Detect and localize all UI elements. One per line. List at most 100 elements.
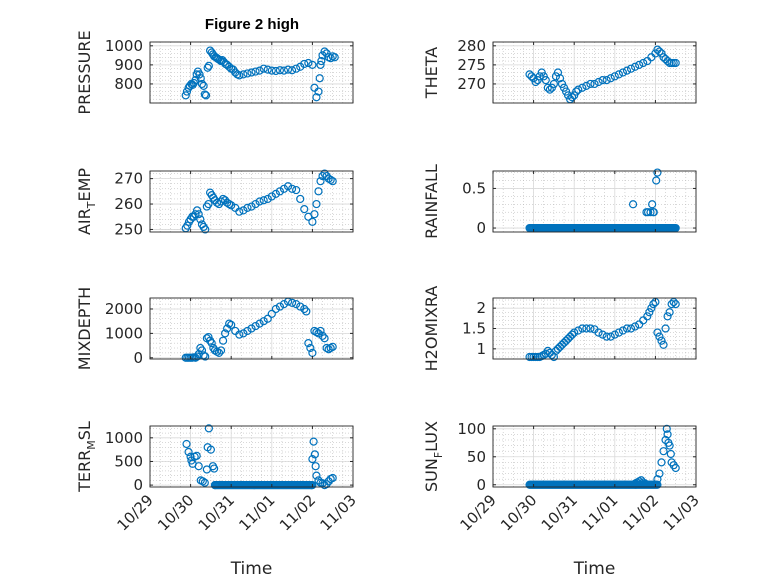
x-tick-label: 10/29: [457, 491, 500, 534]
data-point: [310, 210, 319, 219]
data-point: [255, 197, 264, 206]
data-point: [663, 430, 672, 439]
data-point: [663, 312, 672, 321]
data-point: [570, 328, 579, 337]
data-point: [194, 462, 203, 471]
y-axis-label: TERRMSL: [75, 421, 98, 493]
x-tick-label: 11/03: [317, 491, 360, 534]
x-axis-label: Time: [573, 559, 616, 579]
data-point: [216, 197, 226, 206]
data-point: [314, 87, 323, 96]
data-point: [606, 332, 615, 341]
data-point: [283, 65, 293, 74]
data-point: [200, 90, 209, 99]
data-point: [578, 324, 587, 333]
y-label-main: TERR: [75, 450, 94, 493]
data-point: [194, 210, 203, 219]
data-point: [582, 324, 591, 333]
y-tick-label: 275: [457, 56, 486, 74]
data-point: [578, 83, 587, 92]
data-point: [271, 304, 280, 314]
data-point: [618, 326, 628, 335]
axes-box: [492, 41, 697, 104]
data-point: [316, 326, 325, 336]
data-point: [292, 300, 301, 309]
x-tick-label: 11/02: [619, 491, 662, 534]
data-point: [235, 207, 244, 216]
data-point: [665, 308, 674, 317]
data-point: [204, 61, 213, 70]
y-label-rest: SL: [75, 421, 94, 440]
data-point: [306, 343, 315, 353]
data-point: [292, 64, 301, 73]
data-point: [191, 210, 200, 219]
data-point: [304, 58, 313, 68]
data-point: [288, 298, 297, 307]
data-point: [671, 463, 680, 473]
data-point: [318, 331, 327, 340]
data-point: [643, 312, 652, 321]
data-point: [197, 79, 207, 89]
data-point: [655, 47, 664, 56]
y-tick-label: 260: [114, 195, 143, 213]
panel-3: 0 0.5 RAINFALL: [422, 164, 697, 239]
data-point: [630, 322, 640, 331]
data-point: [201, 225, 210, 234]
data-point: [296, 194, 305, 204]
data-point: [227, 320, 236, 329]
data-point: [212, 347, 222, 356]
y-tick-label: 280: [457, 37, 486, 55]
data-point: [247, 324, 256, 333]
x-tick-label: 10/30: [497, 491, 540, 534]
data-point: [665, 441, 674, 450]
data-point: [610, 72, 619, 81]
panel-4: 0 1000 2000 MIXDEPTH: [75, 287, 354, 370]
x-tick-label: 10/30: [154, 491, 197, 534]
data-point: [568, 330, 577, 339]
data-point: [628, 200, 638, 209]
data-point: [574, 85, 583, 94]
y-axis-label: H2OMIXRA: [422, 286, 441, 372]
data-point: [314, 329, 323, 338]
data-point: [307, 481, 316, 490]
data-point: [302, 307, 311, 316]
y-tick-label: 270: [457, 75, 486, 93]
data-point: [212, 198, 222, 207]
data-point: [531, 77, 540, 87]
data-point: [648, 200, 657, 209]
y-tick-label: 1: [476, 340, 486, 358]
data-point: [183, 221, 192, 230]
axes-box: [149, 297, 354, 360]
data-point: [191, 76, 200, 85]
data-point: [227, 201, 236, 210]
y-label-sub: M: [85, 440, 98, 450]
data-point: [192, 206, 202, 215]
data-point: [545, 85, 554, 94]
data-point: [210, 481, 220, 490]
data-point: [267, 192, 276, 201]
data-point: [221, 329, 230, 338]
data-point: [653, 168, 662, 177]
data-point: [653, 475, 662, 484]
data-point: [655, 469, 664, 478]
data-point: [251, 199, 260, 209]
y-label-sub: F: [432, 452, 445, 458]
data-point: [618, 68, 628, 77]
data-point: [312, 93, 321, 102]
x-tick-label: 10/31: [538, 491, 581, 534]
data-point: [647, 304, 656, 313]
data-point: [259, 317, 268, 326]
y-label-main: SUN: [422, 458, 441, 492]
data-point: [255, 319, 264, 328]
data-point: [206, 445, 215, 454]
data-point: [243, 69, 252, 78]
data-point: [667, 300, 676, 309]
data-point: [182, 439, 191, 449]
data-point: [574, 326, 583, 335]
data-point: [225, 199, 234, 209]
data-point: [555, 74, 565, 83]
data-point: [223, 198, 232, 207]
